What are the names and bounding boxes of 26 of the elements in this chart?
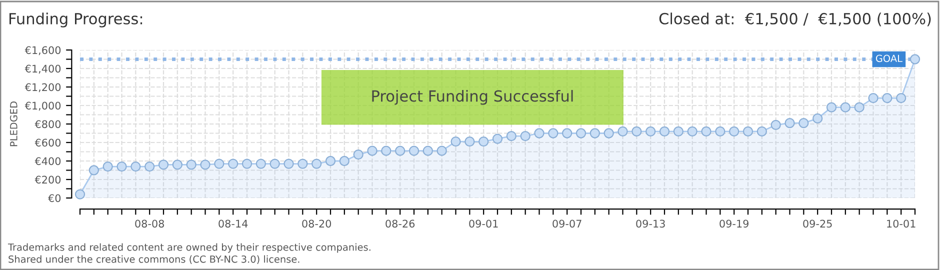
annotation: Project Funding Successful — [372, 90, 573, 105]
x-tick-label: 08-26 — [386, 220, 415, 228]
y-tick-label: €0 — [48, 194, 61, 202]
y-tick-label: €200 — [34, 176, 61, 184]
x-tick-label: 08-14 — [218, 220, 248, 228]
x-tick-label: 09-25 — [803, 220, 832, 228]
x-tick-label: 09-01 — [469, 220, 498, 228]
x-tick-label: 10-01 — [887, 220, 916, 228]
ref-line-label: GOAL — [876, 54, 902, 62]
y-tick-label: €1,400 — [24, 64, 61, 74]
x-tick-label: 08-20 — [302, 220, 332, 228]
y-tick-label: €600 — [34, 138, 61, 147]
y-tick-label: €400 — [34, 157, 61, 166]
chart-title: Funding Progress: — [10, 12, 142, 28]
y-tick-label: €1,200 — [24, 83, 61, 92]
text: Trademarks and related content are owned by their respective companies. — [8, 243, 370, 253]
text: Shared under the creative commons (CC BY-NC 3.0) license. — [8, 255, 300, 264]
y-tick-label: €1,600 — [24, 46, 61, 56]
x-tick-label: 08-08 — [135, 220, 164, 228]
text: Closed at: €1,500 / €1,500 (100%) — [659, 12, 931, 26]
y-axis-title: PLEDGED — [10, 102, 18, 146]
x-tick-label: 09-13 — [636, 220, 665, 228]
x-tick-label: 09-19 — [720, 220, 748, 228]
y-tick-label: €800 — [34, 120, 61, 128]
x-tick-label: 09-07 — [552, 220, 582, 228]
y-tick-label: €1,000 — [24, 102, 61, 111]
